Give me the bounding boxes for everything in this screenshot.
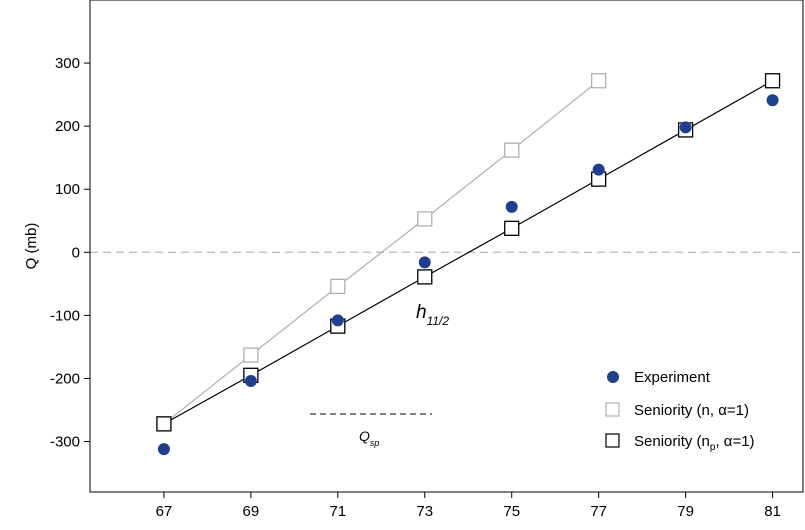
orbital-label-sub: 11/2 [427,314,450,328]
experiment-point [157,443,170,456]
legend-marker-experiment [607,371,619,383]
legend-label-seniority-n: Seniority (n, α=1) [634,402,749,419]
seniority-n-point [330,278,346,295]
series-line-1 [163,80,600,425]
y-tick-label: -200 [50,370,80,387]
y-tick-label: 300 [55,55,80,72]
experiment-point [331,314,344,327]
series-line-2 [163,80,773,425]
x-tick-label: 67 [156,503,173,520]
y-tick-label: -100 [50,307,80,324]
qsp-label: Qsp [359,428,379,448]
experiment-point [592,163,605,176]
experiment-point [679,121,692,134]
legend-label-seniority-np: Seniority (np, α=1) [634,433,755,453]
y-tick-label: -300 [50,434,80,451]
y-tick-label: 0 [72,244,80,261]
legend-label-experiment: Experiment [634,369,711,386]
y-tick-label: 100 [55,181,80,198]
experiment-point [244,374,257,387]
seniority-np-point [504,220,520,236]
legend-marker-seniority-np [605,433,620,448]
seniority-np-point [417,269,433,285]
legend-label-np-part1: Seniority (n [634,433,710,450]
experiment-point [505,200,518,213]
seniority-n-point [243,347,259,363]
x-tick-label: 69 [243,503,260,520]
plot-frame [89,0,804,493]
experiment-point [766,94,779,107]
seniority-n-point [417,211,433,227]
y-axis-title: Q (mb) [23,223,40,270]
x-tick-label: 75 [503,503,520,520]
seniority-np-point [156,416,172,432]
x-tick-label: 71 [329,503,346,520]
seniority-np-point [764,73,781,89]
legend-label-np-sub: p [710,442,716,453]
experiment-point [418,256,431,269]
qsp-label-sub: sp [370,438,380,448]
qsp-label-base: Q [359,428,370,444]
seniority-n-point [504,142,520,158]
legend-label-np-part2: , α=1) [715,433,754,450]
x-tick-label: 77 [590,503,607,520]
seniority-n-point [591,73,607,89]
x-tick-label: 81 [764,503,781,520]
orbital-label-base: h [416,302,427,323]
x-tick-label: 73 [416,503,433,520]
y-tick-label: 200 [55,118,80,135]
legend-marker-seniority-n [605,402,620,417]
orbital-label: h11/2 [416,302,449,328]
legend: Experiment Seniority (n, α=1) Seniority … [605,369,755,453]
x-tick-label: 79 [677,503,694,520]
